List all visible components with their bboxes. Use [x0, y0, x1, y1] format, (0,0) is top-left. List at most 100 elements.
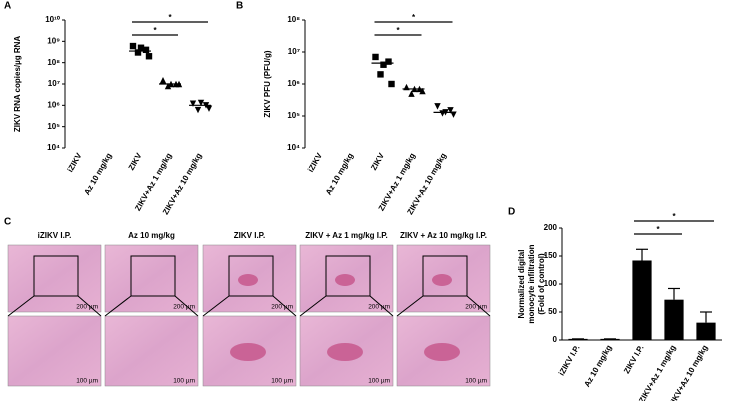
- vessel: [424, 343, 460, 361]
- y-axis-label: ZIKV RNA copies/µg RNA: [13, 36, 22, 133]
- data-point: [194, 106, 202, 114]
- inset-line: [104, 295, 132, 317]
- scale-label: 100 µm: [173, 378, 195, 385]
- scale-label: 200 µm: [271, 304, 293, 311]
- column-title: ZIKV + Az 1 mg/kg I.P.: [305, 231, 387, 240]
- vessel: [238, 274, 258, 286]
- bar: [696, 322, 716, 340]
- significance-label: *: [656, 225, 660, 234]
- data-point: [189, 100, 197, 107]
- y-tick-label: 50: [548, 307, 557, 316]
- inset-line: [7, 295, 35, 317]
- vessel: [335, 274, 355, 286]
- panel-letter: A: [4, 1, 11, 12]
- y-axis-label: Normalized digital: [517, 250, 526, 319]
- column-title: ZIKV + Az 10 mg/kg I.P.: [400, 231, 487, 240]
- y-tick-label: 0: [553, 335, 558, 344]
- x-tick-label: Az 10 mg/kg: [324, 151, 355, 196]
- panel-letter: B: [236, 1, 243, 12]
- data-point: [447, 107, 454, 114]
- column-title: ZIKV I.P.: [234, 231, 265, 240]
- significance-label: *: [153, 26, 157, 35]
- scale-label: 200 µm: [368, 304, 390, 311]
- y-tick-label: 10⁷: [288, 47, 300, 56]
- significance-label: *: [168, 13, 172, 22]
- y-tick-label: 10⁴: [287, 143, 300, 152]
- y-tick-label: 200: [544, 223, 558, 232]
- y-tick-label: 10⁷: [48, 79, 60, 88]
- data-point: [388, 80, 395, 88]
- x-tick-label: iZIKV: [66, 151, 84, 174]
- inset-box: [228, 255, 274, 297]
- scale-label: 100 µm: [76, 378, 98, 385]
- inset-line: [272, 295, 297, 317]
- vessel: [327, 343, 363, 361]
- micrograph: [104, 315, 199, 387]
- y-axis-label: monocyte infiltration: [527, 244, 536, 323]
- scale-label: 200 µm: [465, 304, 487, 311]
- vessel: [230, 343, 266, 361]
- micrograph: [104, 244, 199, 313]
- data-point: [450, 111, 457, 118]
- x-tick-label: ZIKV+Az 1 mg/kg: [637, 343, 677, 401]
- inset-line: [466, 295, 491, 317]
- data-point: [164, 82, 172, 90]
- panel-letter: C: [4, 217, 11, 228]
- y-tick-label: 10⁶: [287, 79, 300, 88]
- data-point: [134, 49, 142, 56]
- x-tick-label: iZIKV I.P.: [557, 344, 582, 378]
- inset-box: [325, 255, 371, 297]
- scale-label: 100 µm: [368, 378, 390, 385]
- inset-box: [422, 255, 468, 297]
- y-tick-label: 10⁸: [47, 58, 60, 67]
- inset-line: [396, 295, 424, 317]
- data-point: [408, 90, 415, 97]
- data-point: [372, 53, 379, 61]
- data-point: [205, 105, 213, 112]
- data-point: [419, 87, 426, 95]
- data-point: [129, 42, 137, 50]
- bar: [632, 260, 652, 340]
- inset-line: [299, 295, 327, 317]
- inset-line: [174, 295, 199, 317]
- y-tick-label: 10⁴: [47, 143, 60, 152]
- scale-label: 200 µm: [76, 304, 98, 311]
- column-title: Az 10 mg/kg: [128, 231, 175, 240]
- bar: [664, 299, 684, 340]
- significance-label: *: [412, 13, 416, 22]
- x-tick-label: ZIKV: [369, 151, 386, 172]
- inset-line: [369, 295, 394, 317]
- y-tick-label: 10⁸: [287, 15, 300, 24]
- x-tick-label: ZIKV: [127, 151, 144, 172]
- data-point: [380, 61, 387, 68]
- micrograph: [7, 315, 102, 387]
- data-point: [434, 103, 441, 110]
- data-point: [142, 46, 150, 54]
- significance-label: *: [672, 212, 676, 221]
- column-title: iZIKV I.P.: [38, 231, 72, 240]
- y-tick-label: 150: [544, 251, 558, 260]
- y-tick-label: 100: [544, 279, 558, 288]
- y-axis-label: ZIKV PFU (PFU/g): [263, 50, 272, 117]
- data-point: [159, 77, 167, 84]
- micrograph: [7, 244, 102, 313]
- significance-label: *: [396, 26, 400, 35]
- data-point: [385, 58, 392, 65]
- y-tick-label: 10⁶: [47, 100, 60, 109]
- vessel: [432, 274, 452, 286]
- scale-label: 100 µm: [271, 378, 293, 385]
- y-tick-label: 10⁹: [47, 36, 60, 45]
- inset-box: [130, 255, 176, 297]
- inset-box: [33, 255, 79, 297]
- y-tick-label: 10⁵: [47, 122, 60, 131]
- x-tick-label: Az 10 mg/kg: [82, 151, 113, 196]
- data-point: [377, 71, 384, 78]
- data-point: [137, 44, 145, 51]
- x-tick-label: ZIKV I.P.: [622, 344, 646, 376]
- x-tick-label: iZIKV: [306, 151, 324, 174]
- y-tick-label: 10⁵: [287, 111, 300, 120]
- scale-label: 200 µm: [173, 304, 195, 311]
- y-tick-label: 10¹⁰: [45, 15, 61, 24]
- data-point: [145, 53, 153, 60]
